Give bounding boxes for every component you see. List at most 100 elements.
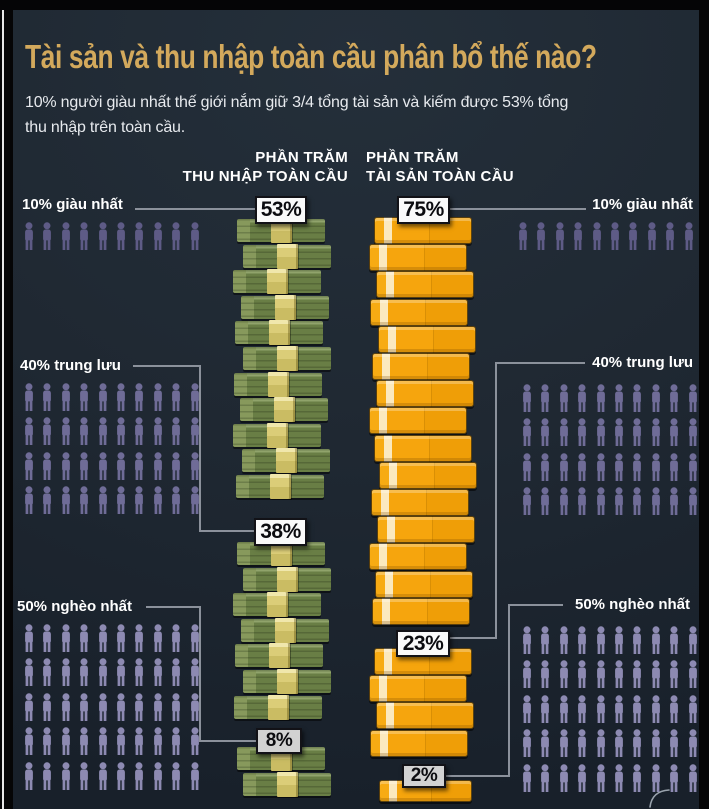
people-grid-rich-left <box>23 222 207 256</box>
person-icon <box>596 660 605 689</box>
person-icon <box>153 693 162 721</box>
person-icon <box>629 222 638 250</box>
person-icon <box>80 222 89 250</box>
gold-bar <box>370 298 468 326</box>
person-icon <box>651 695 660 723</box>
person-icon <box>651 729 660 758</box>
person-icon <box>670 695 679 723</box>
person-icon <box>135 693 144 721</box>
gold-bar <box>376 380 474 408</box>
person-icon <box>190 417 199 446</box>
person-icon <box>688 453 697 481</box>
person-icon <box>117 761 125 790</box>
person-icon <box>578 626 587 654</box>
person-icon <box>615 763 623 792</box>
person-icon <box>578 453 587 481</box>
cash-bundle <box>235 643 323 669</box>
connector-poor-right-h1 <box>508 604 563 606</box>
person-icon <box>190 624 199 652</box>
person-icon <box>651 418 660 447</box>
person-icon <box>651 453 660 481</box>
label-poor-left: 50% nghèo nhất <box>17 598 133 615</box>
connector-poor-right-h2 <box>446 775 510 777</box>
person-icon <box>80 658 89 687</box>
person-icon <box>190 452 199 480</box>
person-icon <box>43 761 52 790</box>
person-icon <box>80 417 89 446</box>
person-icon <box>172 383 181 411</box>
connector-middle-left-v <box>199 365 201 532</box>
person-icon <box>135 761 144 790</box>
person-icon <box>559 695 568 723</box>
connector-poor-right-v <box>508 604 510 777</box>
person-icon <box>172 658 181 687</box>
person-icon <box>670 418 679 447</box>
person-icon <box>172 624 181 652</box>
person-icon <box>117 452 125 480</box>
person-icon <box>615 626 623 654</box>
value-wealth-poor: 2% <box>402 764 446 788</box>
person-icon <box>651 660 660 689</box>
people-grid-poor-right <box>521 626 705 798</box>
person-icon <box>537 222 546 250</box>
person-icon <box>117 417 125 446</box>
gold-bar <box>376 271 474 299</box>
cash-bundle <box>233 422 321 448</box>
person-icon <box>117 658 125 687</box>
person-icon <box>611 222 619 250</box>
gold-bar <box>370 729 468 757</box>
person-icon <box>153 761 162 790</box>
label-middle-left: 40% trung lưu <box>20 357 121 374</box>
wealth-header-line1: PHẦN TRĂM <box>366 149 459 166</box>
income-header-line2: THU NHẬP TOÀN CẦU <box>182 168 348 185</box>
person-icon <box>61 486 70 515</box>
person-icon <box>559 418 568 447</box>
person-icon <box>61 417 70 446</box>
person-icon <box>578 487 587 516</box>
person-icon <box>559 660 568 689</box>
person-icon <box>43 624 52 652</box>
connector-middle-left-h2 <box>199 530 255 532</box>
person-icon <box>523 453 531 481</box>
person-icon <box>43 222 52 250</box>
person-icon <box>43 693 52 721</box>
person-icon <box>25 624 33 652</box>
person-icon <box>153 486 162 515</box>
flourish-stroke-icon <box>649 789 670 808</box>
cash-bundle <box>236 474 324 499</box>
person-icon <box>61 727 70 756</box>
person-icon <box>578 384 587 412</box>
gold-bar <box>371 489 469 516</box>
person-icon <box>688 660 697 689</box>
person-icon <box>559 384 568 412</box>
connector-poor-left-h1 <box>146 606 201 608</box>
person-icon <box>190 486 199 515</box>
person-icon <box>523 487 531 516</box>
value-wealth-middle: 23% <box>396 630 450 657</box>
person-icon <box>541 487 550 516</box>
connector-middle-right-h1 <box>495 362 585 364</box>
person-icon <box>633 487 642 516</box>
label-rich-left: 10% giàu nhất <box>22 196 123 213</box>
person-icon <box>615 453 623 481</box>
subtitle-line-1: 10% người giàu nhất thế giới nắm giữ 3/4… <box>25 94 569 111</box>
money-stack-income-rich <box>231 218 341 501</box>
person-icon <box>688 695 697 723</box>
people-grid-poor-left <box>23 624 207 796</box>
person-icon <box>61 222 70 250</box>
person-icon <box>519 222 527 250</box>
cash-bundle <box>241 294 329 320</box>
person-icon <box>190 727 199 756</box>
person-icon <box>98 693 107 721</box>
cash-bundle <box>235 320 323 346</box>
person-icon <box>666 222 675 250</box>
person-icon <box>25 417 33 446</box>
person-icon <box>98 222 107 250</box>
person-icon <box>172 452 181 480</box>
connector-poor-left-h2 <box>199 740 257 742</box>
cash-bundle <box>243 566 331 592</box>
person-icon <box>117 693 125 721</box>
person-icon <box>615 729 623 758</box>
person-icon <box>25 452 33 480</box>
person-icon <box>615 487 623 516</box>
